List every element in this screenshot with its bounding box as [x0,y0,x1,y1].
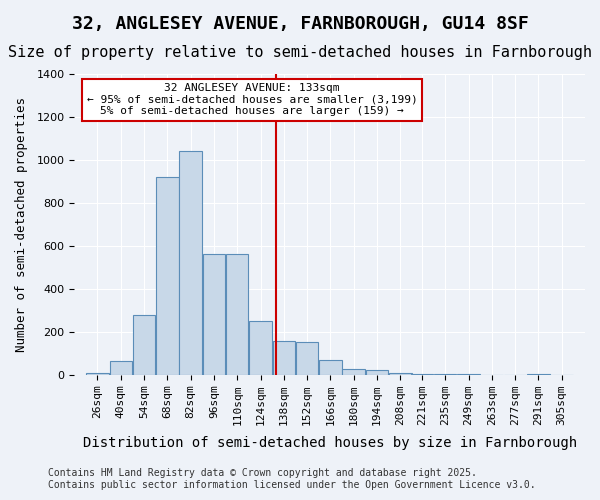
Bar [179,152,202,374]
Text: 32 ANGLESEY AVENUE: 133sqm
← 95% of semi-detached houses are smaller (3,199)
5% : 32 ANGLESEY AVENUE: 133sqm ← 95% of semi… [87,83,418,116]
X-axis label: Distribution of semi-detached houses by size in Farnborough: Distribution of semi-detached houses by … [83,436,577,450]
Bar [319,360,341,374]
Text: Size of property relative to semi-detached houses in Farnborough: Size of property relative to semi-detach… [8,45,592,60]
Bar [389,372,412,374]
Text: 32, ANGLESEY AVENUE, FARNBOROUGH, GU14 8SF: 32, ANGLESEY AVENUE, FARNBOROUGH, GU14 8… [71,15,529,33]
Bar [296,342,319,374]
Bar [366,370,388,374]
Bar [272,342,295,374]
Bar [226,254,248,374]
Bar [86,372,109,374]
Bar [133,314,155,374]
Bar [156,177,179,374]
Bar [203,254,225,374]
Bar [250,321,272,374]
Y-axis label: Number of semi-detached properties: Number of semi-detached properties [15,97,28,352]
Text: Contains HM Land Registry data © Crown copyright and database right 2025.
Contai: Contains HM Land Registry data © Crown c… [48,468,536,490]
Bar [110,360,132,374]
Bar [343,370,365,374]
